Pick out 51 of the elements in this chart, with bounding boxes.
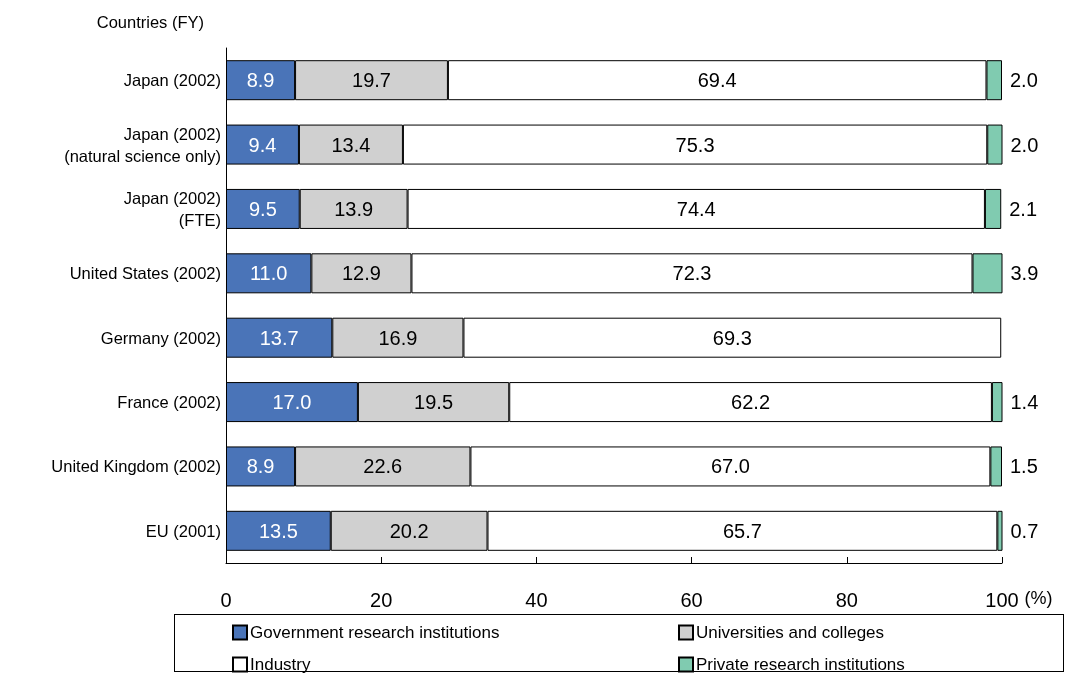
data-label: 8.9 (246, 69, 275, 92)
x-tick-label: 60 (680, 589, 703, 611)
x-tick-label: 80 (835, 589, 858, 611)
data-label: 9.4 (248, 133, 277, 156)
data-label: 13.9 (334, 197, 374, 220)
y-tick-label: Japan (2002) (123, 71, 221, 90)
data-label: 0.7 (1010, 519, 1039, 542)
data-label: 17.0 (272, 391, 312, 414)
x-tick-label: 100 (985, 589, 1019, 611)
data-label: 20.2 (389, 519, 429, 542)
y-tick-label: France (2002) (117, 393, 221, 412)
data-label: 3.9 (1010, 262, 1039, 285)
y-axis-title: Countries (FY) (96, 12, 204, 31)
y-tick-label: United States (2002) (69, 264, 221, 283)
data-label: 13.7 (259, 326, 299, 349)
data-label: 8.9 (246, 455, 275, 478)
data-label: 75.3 (675, 133, 715, 156)
data-label: 1.4 (1010, 391, 1039, 414)
data-label: 65.7 (722, 519, 762, 542)
data-label: 19.5 (414, 391, 454, 414)
legend-label: Industry (250, 655, 311, 674)
y-tick-label: Japan (2002) (FTE) (123, 188, 221, 229)
data-label: 13.5 (258, 519, 298, 542)
data-label: 72.3 (672, 262, 712, 285)
x-tick-label: 40 (525, 589, 548, 611)
data-label: 2.0 (1010, 133, 1039, 156)
data-label: 13.4 (331, 133, 371, 156)
data-label: 11.0 (249, 262, 288, 285)
x-tick-label: 0 (220, 589, 232, 611)
data-label: 2.0 (1010, 69, 1038, 92)
data-label: 9.5 (248, 197, 277, 220)
data-label: 2.1 (1009, 197, 1038, 220)
data-label: 1.5 (1010, 455, 1038, 478)
data-label: 12.9 (341, 262, 381, 285)
y-tick-label: Germany (2002) (100, 328, 221, 347)
legend-label: Government research institutions (250, 623, 500, 642)
data-label: 16.9 (378, 326, 418, 349)
legend-label: Private research institutions (696, 655, 905, 674)
legend-label: Universities and colleges (696, 623, 885, 642)
data-label: 69.3 (712, 326, 752, 349)
x-axis-title: (%) (1024, 588, 1053, 608)
data-label: 62.2 (731, 391, 771, 414)
data-label: 69.4 (697, 69, 737, 92)
data-label: 19.7 (352, 69, 391, 92)
y-tick-label: United Kingdom (2002) (51, 457, 221, 476)
y-tick-label: Japan (2002) (natural science only) (64, 124, 221, 165)
data-label: 74.4 (676, 197, 716, 220)
y-tick-label: EU (2001) (145, 521, 221, 540)
data-label: 67.0 (710, 455, 750, 478)
x-tick-label: 20 (370, 589, 393, 611)
data-label: 22.6 (363, 455, 403, 478)
